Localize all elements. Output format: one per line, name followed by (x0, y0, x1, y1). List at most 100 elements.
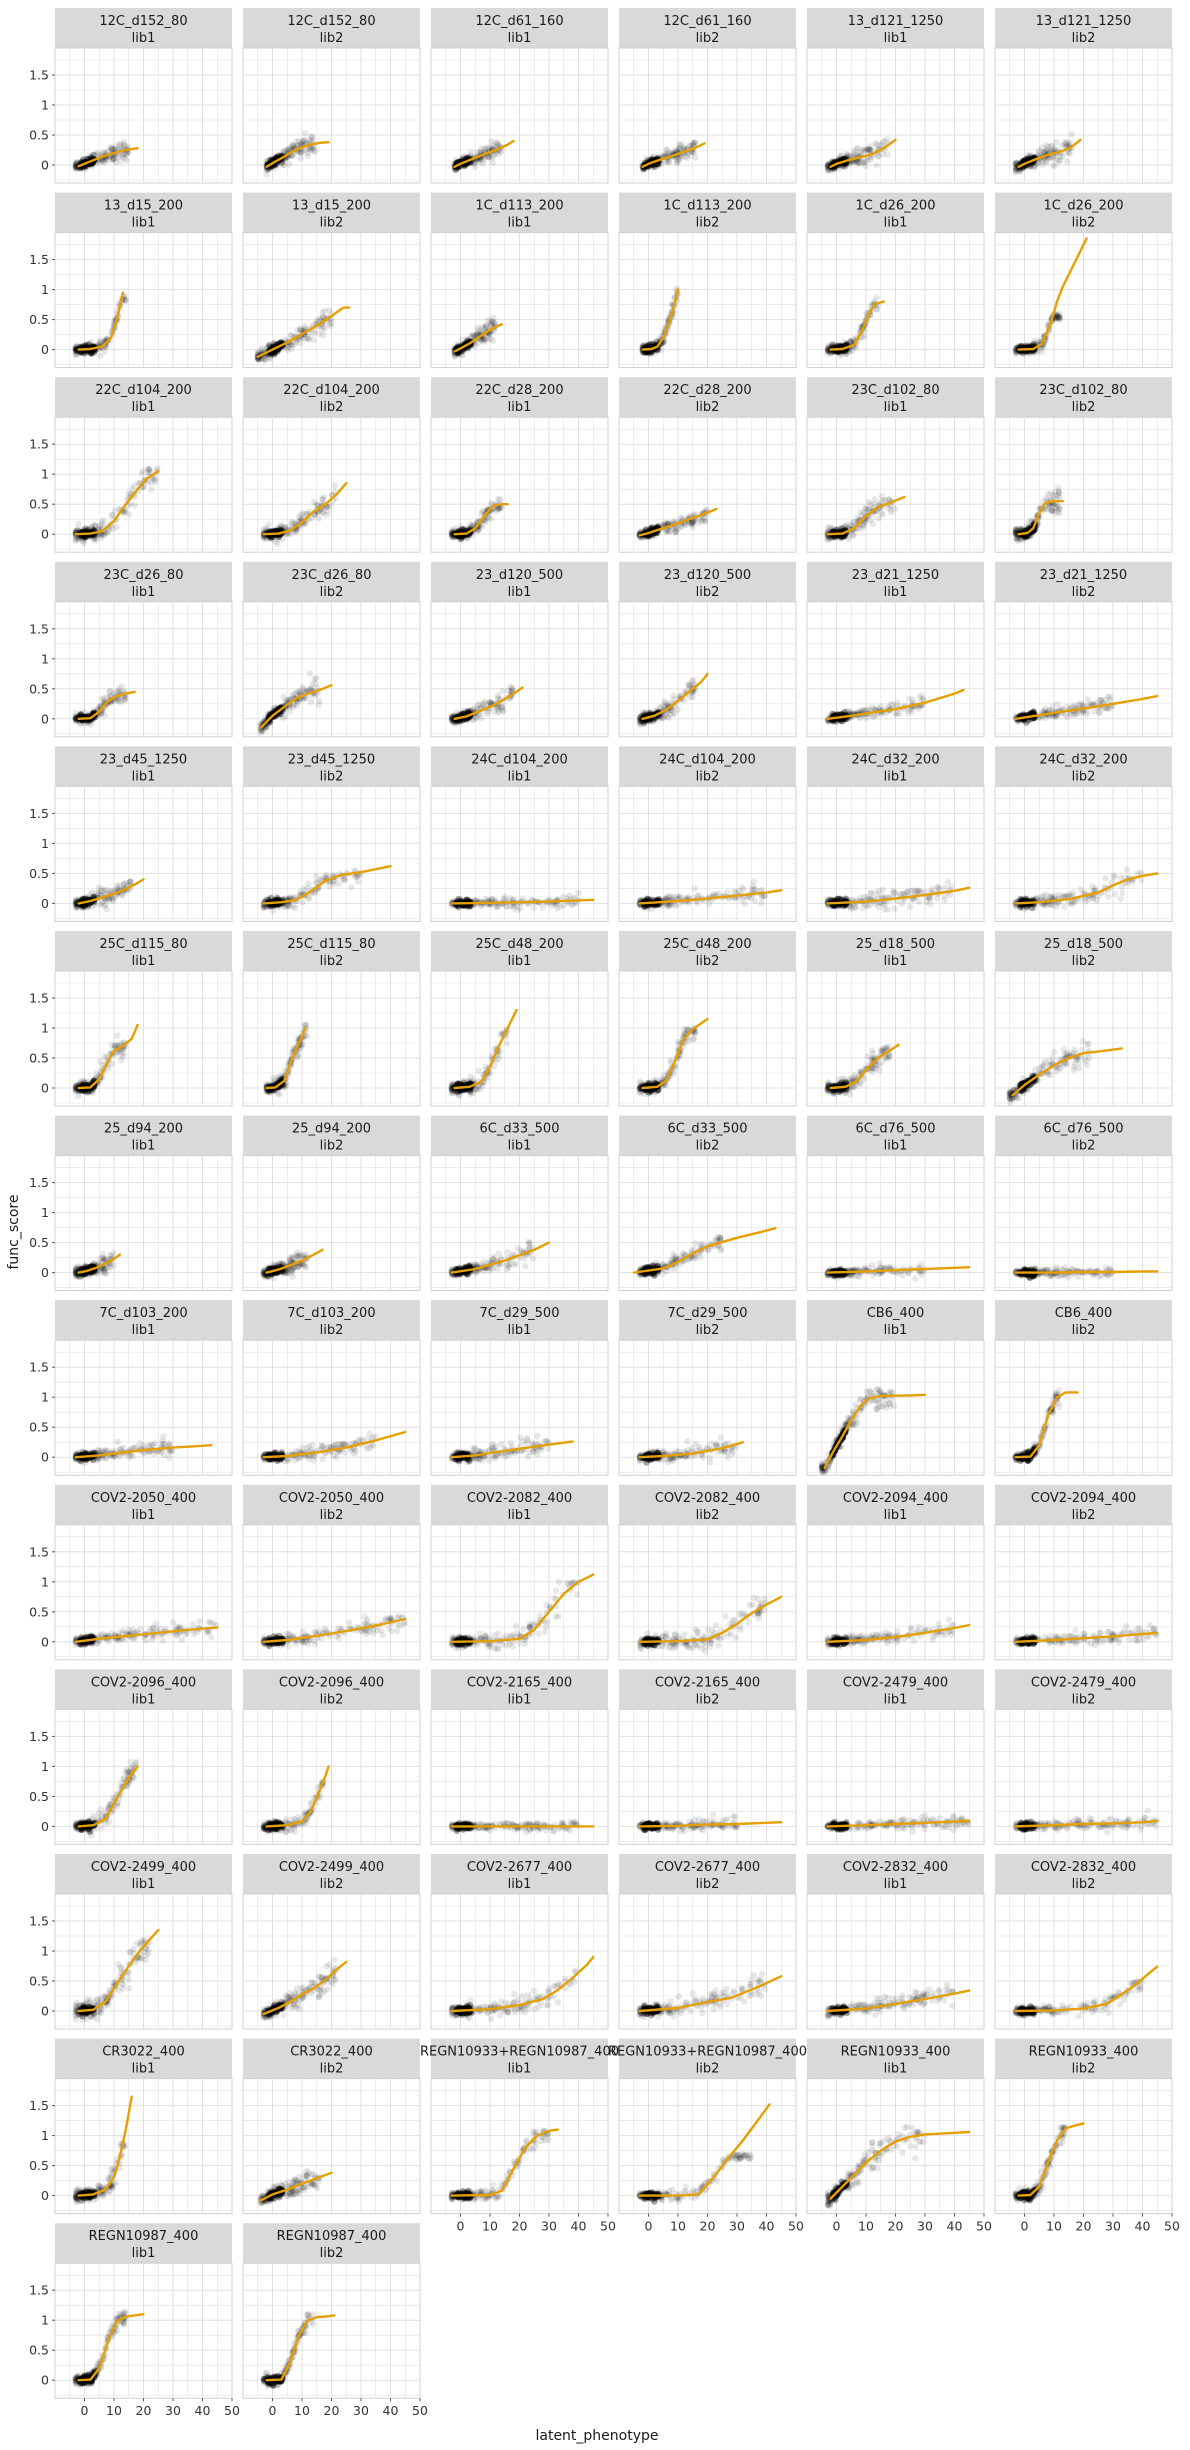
data-point (297, 149, 304, 156)
data-point (263, 166, 271, 173)
data-point (285, 161, 293, 168)
strip-title: 13_d121_1250 (1036, 14, 1132, 29)
data-point (72, 166, 79, 173)
data-point (83, 163, 91, 170)
data-point (495, 495, 502, 503)
strip-library: lib1 (508, 216, 532, 231)
data-point (293, 142, 301, 149)
data-point (1056, 158, 1063, 165)
data-point (109, 156, 117, 163)
data-point (119, 151, 126, 158)
data-point (122, 697, 129, 704)
data-point (90, 151, 97, 159)
strip-library: lib2 (320, 31, 344, 46)
data-point (299, 137, 307, 144)
data-point (482, 323, 490, 330)
data-point (88, 162, 96, 170)
data-point (289, 152, 297, 159)
data-point (103, 529, 111, 537)
data-point (100, 149, 107, 156)
data-point (109, 146, 117, 153)
data-point (297, 326, 304, 333)
strip-library: lib1 (884, 31, 908, 46)
data-point (470, 331, 477, 338)
data-point (302, 138, 309, 146)
data-point (285, 145, 292, 153)
strip-title: 23C_d102_80 (851, 383, 939, 398)
data-point (100, 517, 107, 524)
strip-title: 23C_d26_80 (292, 568, 372, 583)
data-point (298, 139, 306, 147)
y-tick-label: 0.5 (29, 312, 49, 327)
data-point (95, 150, 102, 157)
data-point (77, 158, 84, 165)
data-point (488, 138, 495, 145)
data-point (108, 511, 116, 519)
data-point (301, 137, 308, 144)
strip-library: lib2 (320, 400, 344, 415)
strip-title: 13_d15_200 (104, 199, 183, 214)
data-point (286, 145, 293, 152)
strip-library: lib1 (132, 216, 156, 231)
data-point (111, 156, 118, 163)
data-point (309, 144, 316, 152)
data-point (111, 155, 118, 163)
data-point (306, 670, 314, 677)
data-point (866, 146, 874, 154)
data-point (302, 130, 309, 137)
data-point (123, 150, 130, 158)
data-point (296, 149, 303, 156)
strip-title: 12C_d61_160 (663, 14, 751, 29)
data-point (116, 141, 123, 149)
data-point (1053, 138, 1060, 146)
strip-title: 1C_d26_200 (1044, 199, 1124, 214)
data-point (83, 155, 91, 163)
y-tick-label: 1 (41, 467, 49, 482)
data-point (865, 498, 872, 506)
data-point (489, 154, 496, 161)
data-point (263, 165, 271, 172)
y-tick-label: 1.5 (29, 252, 49, 267)
y-tick-label: 0 (41, 527, 49, 542)
strip-library: lib1 (884, 216, 908, 231)
data-point (487, 515, 495, 522)
data-point (288, 141, 296, 148)
data-point (112, 158, 120, 166)
data-point (107, 143, 114, 151)
data-point (82, 166, 89, 173)
strip-title: 23C_d26_80 (104, 568, 184, 583)
data-point (75, 520, 82, 528)
data-point (110, 154, 117, 162)
data-point (88, 153, 96, 160)
data-point (271, 165, 278, 172)
data-point (113, 523, 120, 531)
data-point (1068, 131, 1075, 138)
data-point (123, 143, 130, 150)
data-point (873, 294, 880, 301)
data-point (283, 146, 291, 153)
data-point (321, 324, 328, 331)
data-point (311, 147, 318, 154)
data-point (263, 171, 270, 178)
panels-layer: 12C_d152_80lib100.511.512C_d152_80lib212… (29, 8, 1180, 2418)
data-point (105, 157, 113, 164)
strip-library: lib2 (1072, 400, 1096, 415)
data-point (109, 156, 116, 163)
strip-title: 22C_d28_200 (475, 383, 563, 398)
data-point (850, 532, 857, 540)
data-point (105, 147, 112, 155)
data-point (73, 160, 80, 167)
data-point (279, 162, 286, 169)
data-point (84, 155, 91, 162)
strip-title: 22C_d104_200 (95, 383, 192, 398)
data-point (880, 497, 887, 504)
strip-library: lib2 (696, 400, 720, 415)
